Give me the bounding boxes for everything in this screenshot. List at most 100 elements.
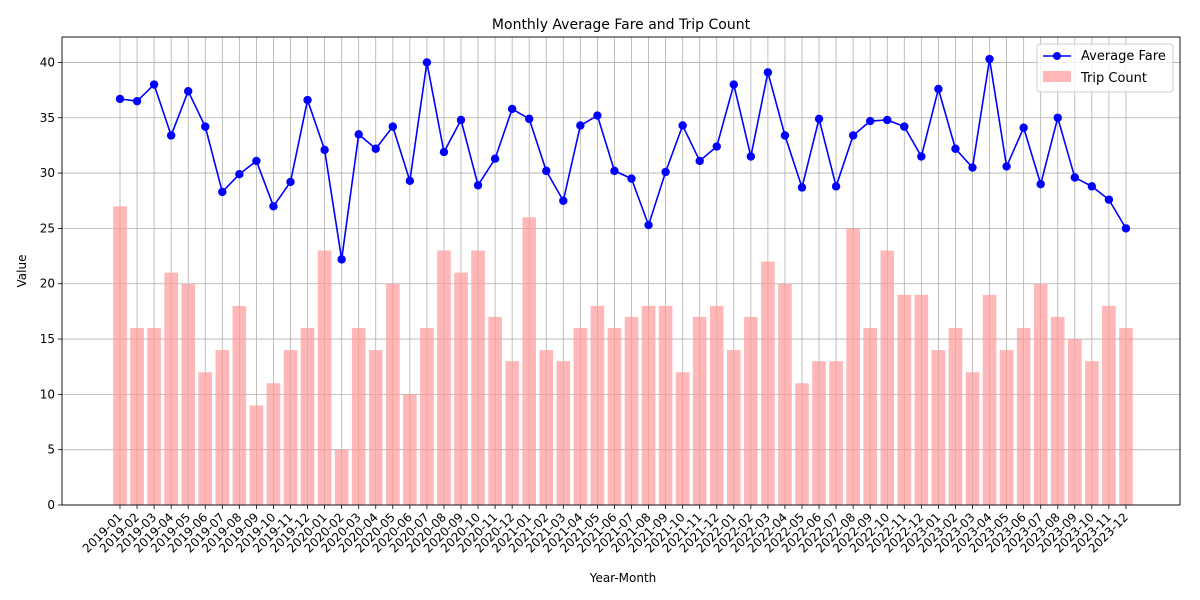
point-average-fare [542,166,551,176]
bar-trip-count [761,261,775,505]
point-average-fare [763,68,773,77]
bar-trip-count [1085,361,1099,505]
point-average-fare [985,54,994,64]
point-average-fare [490,154,500,163]
bar-trip-count [931,350,946,505]
bar-trip-count [556,361,571,505]
bar-trip-count [863,327,877,505]
bar-trip-count [130,327,144,505]
point-average-fare [814,114,824,124]
bar-trip-count [846,228,860,506]
bar-trip-count [880,250,895,505]
point-average-fare [115,94,125,104]
bar-trip-count [590,305,605,505]
y-tick-label: 25 [40,221,55,235]
bar-trip-count [965,372,980,505]
point-average-fare [900,122,909,131]
bar-trip-count [812,361,826,505]
point-average-fare [866,116,875,126]
chart-title: Monthly Average Fare and Trip Count [492,17,751,33]
point-average-fare [883,115,892,125]
legend-bar-swatch [1043,71,1071,82]
point-average-fare [848,131,858,140]
point-average-fare [780,131,790,140]
bar-trip-count [164,272,178,505]
bar-trip-count [1016,327,1031,505]
point-average-fare [320,145,329,155]
bar-trip-count [386,283,400,505]
point-average-fare [934,84,943,94]
point-average-fare [269,202,278,211]
point-average-fare [729,80,738,89]
bar-trip-count [317,250,332,505]
bar-trip-count [420,327,434,505]
legend: Average Fare Trip Count [1036,43,1174,93]
bar-trip-count [1068,339,1082,505]
bar-trip-count [624,316,639,505]
bar-trip-count [147,327,161,505]
point-average-fare [132,96,142,106]
point-average-fare [354,130,363,139]
bar-trip-count [505,361,519,505]
point-average-fare [149,80,159,89]
y-tick-label: 20 [40,277,55,291]
bar-trip-count [454,272,468,505]
point-average-fare [525,114,534,124]
point-average-fare [1121,224,1131,233]
bar-trip-count [744,316,758,505]
bar-trip-count [727,350,741,505]
y-tick-label: 40 [40,55,55,69]
point-average-fare [286,177,295,187]
bar-trip-count [181,283,195,505]
y-tick-label: 35 [40,111,55,125]
legend-label-trip-count: Trip Count [1080,71,1147,86]
bar-trip-count [999,350,1014,505]
bar-trip-count [914,294,929,505]
bar-trip-count [300,327,315,505]
point-average-fare [746,152,756,161]
point-average-fare [337,255,346,264]
point-average-fare [1087,182,1097,191]
point-average-fare [473,181,483,190]
point-average-fare [166,131,176,140]
point-average-fare [507,104,517,114]
bar-trip-count [471,250,485,505]
legend-label-average-fare: Average Fare [1081,49,1166,64]
legend-marker-swatch [1053,52,1061,60]
point-average-fare [1104,195,1114,204]
point-average-fare [405,176,415,186]
point-average-fare [218,187,227,197]
bar-layer [113,206,1133,506]
point-average-fare [456,115,466,125]
bar-trip-count [897,294,912,505]
bar-trip-count [215,350,230,505]
y-tick-label: 30 [40,166,55,180]
bar-trip-count [368,350,383,505]
point-average-fare [576,121,585,130]
point-average-fare [695,156,704,166]
tick-layer: 05101520253035402019-012019-022019-03201… [40,55,1131,555]
point-average-fare [235,169,244,179]
bar-trip-count [1033,283,1048,505]
x-axis-title: Year-Month [589,571,657,585]
bar-trip-count [283,350,298,505]
point-average-fare [1053,113,1062,122]
bar-trip-count [778,283,792,505]
bar-trip-count [351,327,366,505]
bar-trip-count [113,206,127,505]
bar-trip-count [573,327,588,505]
point-average-fare [371,144,380,153]
bar-trip-count [522,217,536,505]
bar-trip-count [198,372,213,505]
point-average-fare [201,122,210,131]
point-average-fare [951,144,960,153]
point-average-fare [593,111,602,120]
point-average-fare [388,122,397,131]
bar-trip-count [1050,316,1065,505]
point-average-fare [678,121,687,130]
line-average-fare [119,59,1127,260]
bar-trip-count [488,316,502,505]
point-average-fare [797,183,807,192]
y-axis-title: Value [15,255,29,288]
